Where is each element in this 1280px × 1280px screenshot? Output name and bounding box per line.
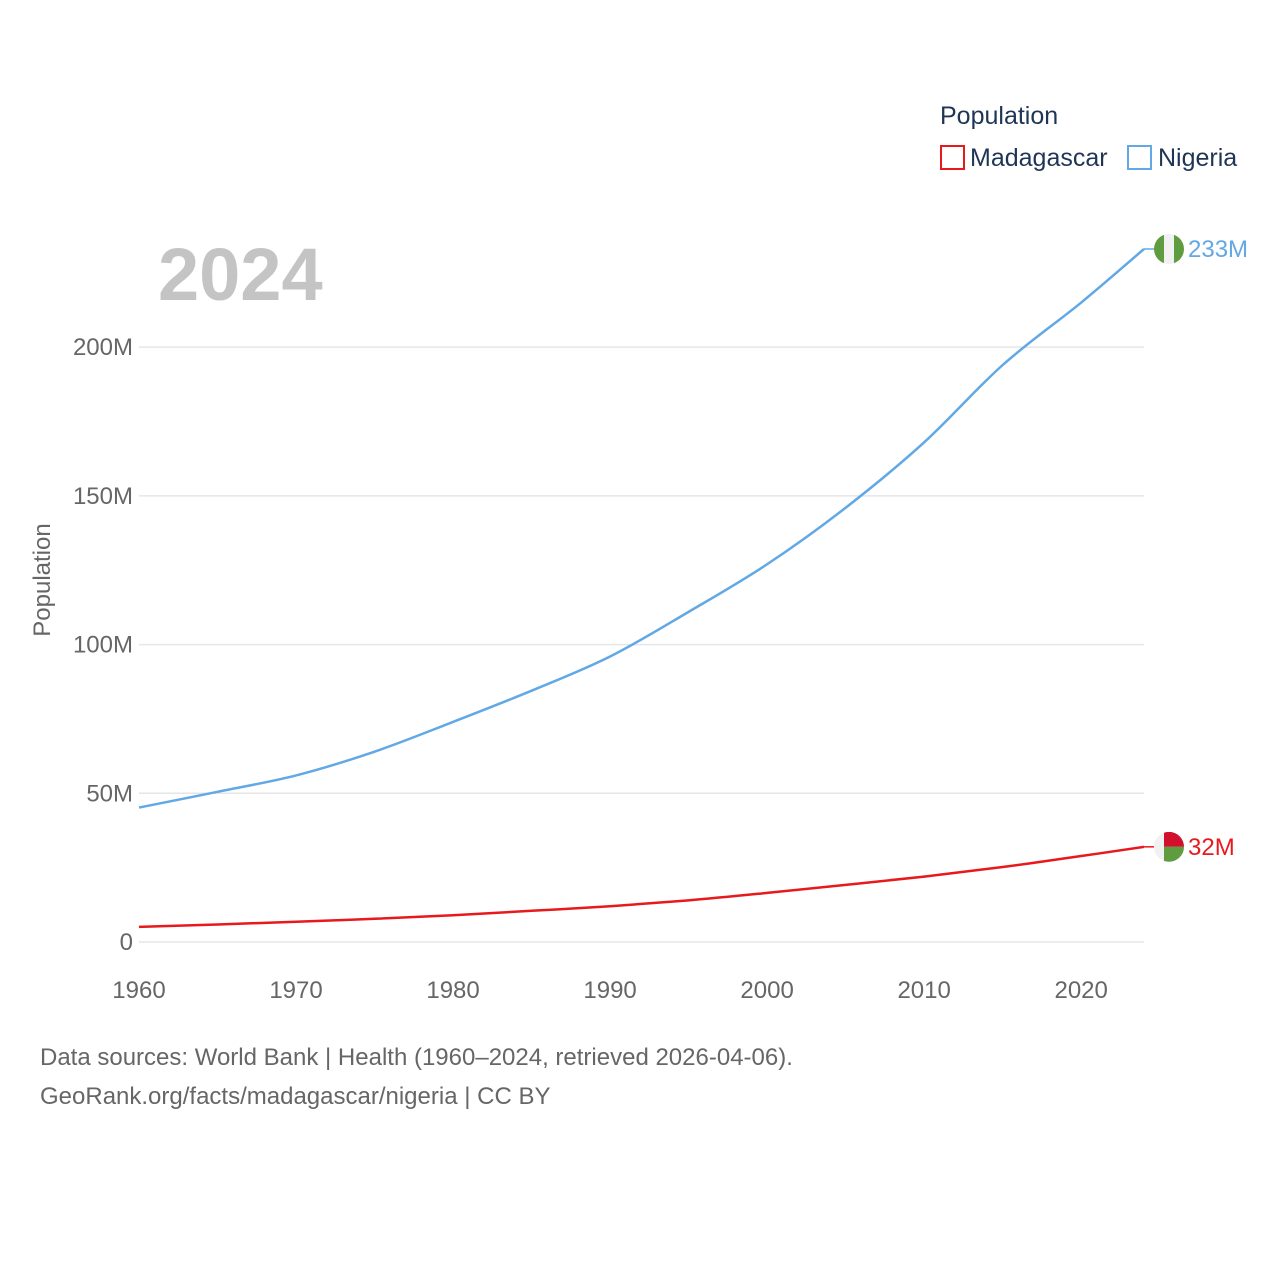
x-axis-ticks: 1960 1970 1980 1990 2000 2010 2020 xyxy=(112,977,1108,1004)
legend-label-nigeria: Nigeria xyxy=(1158,144,1237,172)
legend-swatch-madagascar xyxy=(940,145,965,170)
y-tick-label: 50M xyxy=(86,780,133,807)
year-label: 2024 xyxy=(158,233,323,316)
x-tick-label: 2000 xyxy=(740,977,793,1004)
series-line-madagascar xyxy=(138,845,1145,929)
x-tick-label: 1990 xyxy=(583,977,636,1004)
end-label-nigeria: 233M xyxy=(1188,236,1248,263)
legend-item-nigeria[interactable]: Nigeria xyxy=(1127,144,1237,172)
footer-attribution: GeoRank.org/facts/madagascar/nigeria | C… xyxy=(40,1083,551,1110)
y-tick-label: 0 xyxy=(120,929,133,956)
y-tick-label: 100M xyxy=(73,632,133,659)
footer-sources: Data sources: World Bank | Health (1960–… xyxy=(40,1044,793,1071)
y-tick-label: 200M xyxy=(73,334,133,361)
y-tick-label: 150M xyxy=(73,483,133,510)
legend-label-madagascar: Madagascar xyxy=(970,144,1108,172)
y-axis-title: Population xyxy=(29,523,56,636)
flag-icon-madagascar xyxy=(1154,831,1184,862)
x-tick-label: 1980 xyxy=(426,977,479,1004)
series-line-nigeria xyxy=(138,248,1145,809)
legend: Population Madagascar Nigeria xyxy=(940,102,1237,172)
series-lines xyxy=(138,248,1145,929)
gridlines xyxy=(139,346,1144,943)
x-tick-label: 2010 xyxy=(897,977,950,1004)
flag-icon-nigeria xyxy=(1154,234,1184,264)
x-tick-label: 1970 xyxy=(269,977,322,1004)
x-tick-label: 2020 xyxy=(1054,977,1107,1004)
x-tick-label: 1960 xyxy=(112,977,165,1004)
legend-item-madagascar[interactable]: Madagascar xyxy=(940,144,1108,172)
series-end-markers: 32M 233M xyxy=(1144,234,1248,862)
legend-title: Population xyxy=(940,102,1058,130)
end-label-madagascar: 32M xyxy=(1188,834,1235,861)
y-axis-ticks: 0 50M 100M 150M 200M xyxy=(73,334,133,956)
legend-swatch-nigeria xyxy=(1127,145,1152,170)
